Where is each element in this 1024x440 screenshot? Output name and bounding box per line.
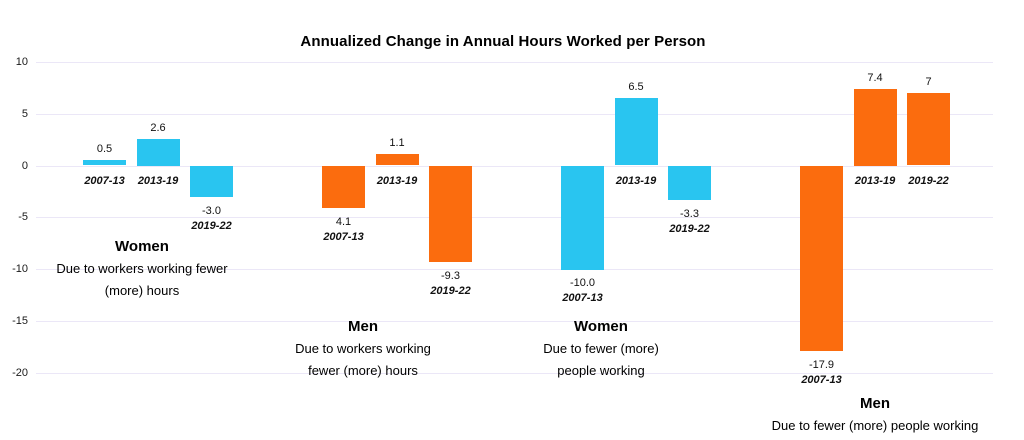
group-label-2-women: Women Due to fewer (more) people working bbox=[543, 317, 659, 381]
bar-value-label: 6.5 bbox=[628, 81, 644, 93]
bar-period-label: 2019-22 bbox=[191, 220, 232, 232]
group-description-line: (more) hours bbox=[104, 282, 180, 298]
bar-period-label: 2007-13 bbox=[84, 175, 125, 187]
gridline-y-0 bbox=[36, 166, 993, 167]
group-description-line: Due to fewer (more) bbox=[543, 341, 659, 356]
group-description-line: fewer (more) hours bbox=[308, 362, 418, 378]
bar-value-label: -3.0 bbox=[202, 205, 221, 217]
bar-value-label: 0.5 bbox=[96, 143, 113, 155]
bar-value-label: 7.4 bbox=[867, 72, 883, 84]
group-label-0-women: Women Due to workers working fewer (more) … bbox=[56, 237, 227, 301]
y-tick-label: 10 bbox=[15, 56, 28, 68]
y-tick-label: 5 bbox=[21, 108, 28, 120]
group-label-3-men: Men Due to fewer (more) people working bbox=[772, 394, 979, 437]
bar-men-2019-22 bbox=[429, 166, 472, 262]
bar-women-2013-19 bbox=[137, 139, 180, 166]
bar-period-label: 2007-13 bbox=[323, 231, 364, 243]
bar-value-label: -10.0 bbox=[569, 277, 596, 289]
group-name: Men bbox=[860, 395, 890, 412]
bar-men-2007-13 bbox=[322, 166, 365, 208]
group-name: Women bbox=[574, 318, 628, 335]
gridline-y-10 bbox=[36, 62, 993, 63]
bar-period-label: 2013-19 bbox=[615, 175, 657, 187]
bar-period-label: 2013-19 bbox=[376, 175, 418, 187]
gridline-y--10 bbox=[36, 269, 993, 270]
y-tick-label: -5 bbox=[18, 211, 28, 223]
bar-value-label: 4.1 bbox=[335, 216, 352, 228]
group-name: Men bbox=[347, 318, 378, 335]
gridline-y-5 bbox=[36, 114, 993, 115]
group-name: Women bbox=[115, 238, 169, 255]
group-description-line: people working bbox=[557, 362, 645, 378]
bar-women-2007-13 bbox=[83, 160, 126, 165]
gridline-y--15 bbox=[36, 321, 993, 322]
gridline-y--20 bbox=[36, 373, 993, 374]
bar-women-2013-19 bbox=[615, 98, 658, 165]
bar-women-2019-22 bbox=[190, 166, 233, 197]
bar-value-label: 2.6 bbox=[150, 122, 166, 134]
bar-period-label: 2019-22 bbox=[669, 223, 710, 235]
bar-value-label: -3.3 bbox=[680, 208, 699, 220]
bar-period-label: 2013-19 bbox=[854, 175, 896, 187]
chart-title: Annualized Change in Annual Hours Worked… bbox=[300, 33, 706, 50]
bar-value-label: -9.3 bbox=[441, 270, 460, 282]
bar-men-2007-13 bbox=[800, 166, 843, 351]
y-tick-label: -20 bbox=[12, 367, 28, 379]
bar-value-label: 7 bbox=[925, 76, 932, 88]
group-description-line: Due to fewer (more) people working bbox=[771, 418, 979, 433]
group-description-line: Due to workers working bbox=[295, 341, 431, 356]
bar-period-label: 2019-22 bbox=[908, 175, 949, 187]
bar-period-label: 2019-22 bbox=[430, 285, 471, 297]
group-description-line: Due to workers working fewer bbox=[56, 261, 228, 276]
bar-period-label: 2013-19 bbox=[137, 175, 179, 187]
bar-period-label: 2007-13 bbox=[801, 374, 842, 386]
y-tick-label: 0 bbox=[21, 160, 28, 172]
bar-women-2007-13 bbox=[561, 166, 604, 270]
y-tick-label: -15 bbox=[12, 315, 28, 327]
y-tick-label: -10 bbox=[12, 263, 28, 275]
bar-men-2019-22 bbox=[907, 93, 950, 165]
bar-value-label: 1.1 bbox=[389, 137, 405, 149]
bar-women-2019-22 bbox=[668, 166, 711, 200]
group-label-1-men: Men Due to workers working fewer (more) ho… bbox=[295, 317, 431, 381]
bar-men-2013-19 bbox=[854, 89, 897, 166]
bar-period-label: 2007-13 bbox=[562, 292, 603, 304]
bar-value-label: -17.9 bbox=[808, 359, 835, 371]
bar-men-2013-19 bbox=[376, 154, 419, 165]
gridline-y--5 bbox=[36, 217, 993, 218]
